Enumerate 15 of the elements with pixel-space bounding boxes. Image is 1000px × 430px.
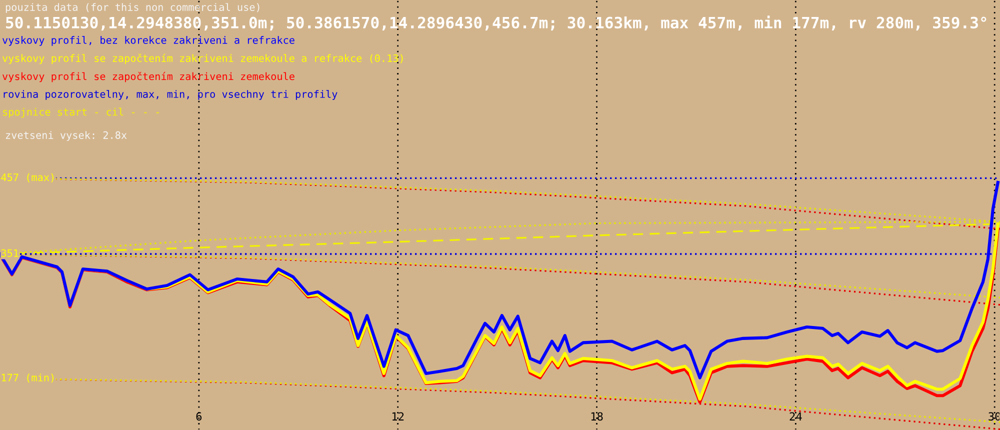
text: vyskovy profil se započtením zakriveni zemekoule: [2, 72, 294, 82]
x-tick-label: 12: [392, 412, 404, 420]
y-tick-label: 177 (min): [2, 374, 54, 383]
x-tick-label: 24: [790, 412, 802, 420]
annotation: pouzita data (for this non commercial use): [6, 3, 260, 13]
y-tick-label: 457 (max): [1, 173, 54, 182]
text: vyskovy profil se započtením zakriveni zemekoule a refrakce (0.13): [2, 54, 403, 64]
x-tick-label: 18: [591, 412, 603, 421]
text: rovina pozorovatelny, max, min, pro vsechny tri profily: [4, 90, 338, 100]
text: vyskovy profil, bez korekce zakriveni a refrakce: [2, 36, 294, 46]
annotation: zvetseni vysek: 2.8x: [6, 131, 127, 141]
y-tick-label: 351: [1, 249, 18, 257]
text: 50.1150130,14.2948380,351.0m; 50.3861570,14.2896430,456.7m; 30.163km, max 457m, min 177m, rv 280m, 359.3°: [6, 16, 986, 30]
x-tick-label: 6: [196, 412, 202, 421]
text: spojnice start - cil - - -: [3, 108, 159, 118]
